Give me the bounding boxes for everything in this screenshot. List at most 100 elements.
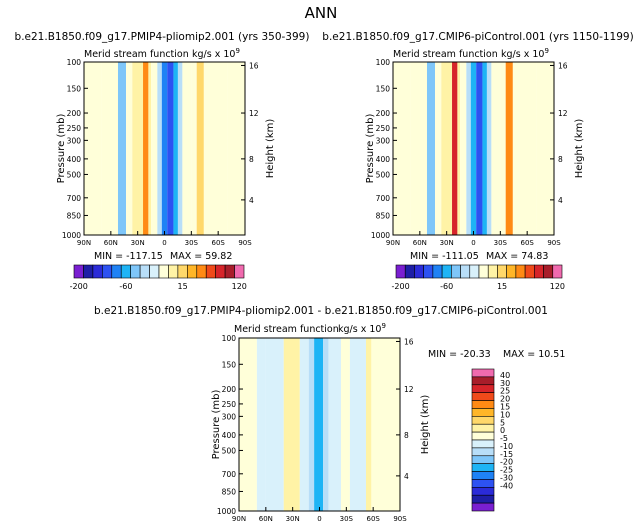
colorbar-swatch: [543, 264, 554, 279]
height-tick-label: 16: [404, 337, 414, 346]
height-axis-label: Height (km): [574, 119, 585, 179]
colorbar-label: 120: [550, 282, 565, 291]
contour-plot: [83, 61, 246, 236]
colorbar: -200 -60 15 120: [392, 264, 565, 291]
contour-band: [308, 338, 315, 511]
figure-title: ANN: [305, 4, 338, 22]
contour-band: [265, 338, 284, 511]
latitude-axis: 90N 60N 30N 0 30S 60S 90S: [77, 231, 252, 247]
contour-band: [211, 62, 228, 235]
colorbar-swatch: [471, 455, 495, 464]
contour-band: [328, 338, 341, 511]
max-label: MAX = 59.82: [170, 251, 232, 262]
colorbar-swatch: [471, 384, 495, 393]
contour-band: [148, 62, 152, 235]
pressure-tick-label: 100: [67, 58, 82, 67]
units-label: kg/s x 109: [192, 47, 240, 60]
colorbar-swatch: [73, 264, 84, 279]
pressure-tick-label: 200: [222, 385, 237, 394]
colorbar-label: 0: [500, 426, 505, 435]
units-exponent: 9: [235, 47, 239, 55]
colorbar-label: -40: [500, 481, 513, 490]
colorbar-swatch: [215, 264, 226, 279]
colorbar-label: -60: [440, 282, 453, 291]
contour-band: [452, 62, 458, 235]
pressure-tick-label: 1000: [62, 231, 81, 240]
latitude-tick-label: 90S: [238, 239, 252, 247]
colorbar-swatch: [471, 368, 495, 378]
min-label: MIN = -20.33: [428, 349, 491, 360]
height-tick-label: 4: [249, 196, 254, 205]
latitude-tick-label: 30S: [494, 239, 508, 247]
contour-band: [314, 338, 324, 511]
contour-band: [126, 62, 133, 235]
colorbar-swatch: [471, 416, 495, 425]
pressure-tick-label: 1000: [371, 231, 390, 240]
height-tick-label: 16: [558, 61, 568, 70]
height-tick-label: 8: [404, 431, 409, 440]
colorbar-swatch: [139, 264, 150, 279]
colorbar-swatch: [432, 264, 443, 279]
colorbar-swatch: [187, 264, 198, 279]
contour-band: [457, 62, 461, 235]
colorbar-swatch: [196, 264, 207, 279]
pressure-axis-label: Pressure (mb): [365, 114, 376, 184]
contour-band: [157, 62, 162, 235]
colorbar-swatch: [478, 264, 489, 279]
contour-band: [466, 62, 471, 235]
pressure-tick-label: 500: [67, 170, 82, 179]
contour-band: [84, 62, 102, 235]
height-tick-label: 4: [558, 196, 563, 205]
height-axis: 16 12 8 4 Height (km): [396, 337, 431, 481]
contour-band: [203, 62, 212, 235]
pressure-tick-label: 150: [67, 84, 82, 93]
colorbar-swatch: [460, 264, 471, 279]
colorbar-swatch: [487, 264, 498, 279]
latitude-axis: 90N 60N 30N 0 30S 60S 90S: [232, 507, 407, 523]
contour-band: [191, 62, 197, 235]
min-label: MIN = -111.05: [410, 251, 479, 262]
colorbar-swatch: [404, 264, 415, 279]
pressure-tick-label: 850: [67, 211, 82, 220]
latitude-tick-label: 60N: [259, 515, 273, 523]
contour-band: [101, 62, 118, 235]
colorbar-swatch: [471, 439, 495, 449]
units-base: kg/s x 10: [192, 49, 235, 60]
colorbar-label: 15: [497, 282, 507, 291]
latitude-tick-label: 90N: [232, 515, 246, 523]
height-axis-label: Height (km): [420, 395, 431, 455]
colorbar-swatch: [130, 264, 141, 279]
latitude-tick-label: 60S: [211, 239, 225, 247]
height-tick-label: 12: [249, 109, 259, 118]
latitude-tick-label: 60N: [413, 239, 427, 247]
pressure-tick-label: 200: [376, 109, 391, 118]
colorbar-swatch: [471, 487, 495, 496]
colorbar-swatch: [471, 408, 495, 417]
colorbar-swatch: [441, 264, 452, 279]
units-label: kg/s x 109: [501, 47, 549, 60]
contour-plot: [392, 61, 555, 236]
panel-title: b.e21.B1850.f09_g17.PMIP4-pliomip2.001 -…: [94, 305, 548, 317]
latitude-tick-label: 60N: [104, 239, 118, 247]
pressure-tick-label: 400: [376, 155, 391, 164]
panel-subtitle: Merid stream function: [393, 49, 498, 60]
colorbar-swatch: [471, 447, 495, 457]
colorbar-swatch: [423, 264, 434, 279]
pressure-tick-label: 150: [222, 360, 237, 369]
colorbar-swatch: [92, 264, 103, 279]
pressure-tick-label: 700: [67, 194, 82, 203]
panel-subtitle: Merid stream function: [84, 49, 189, 60]
latitude-tick-label: 0: [471, 239, 475, 247]
contour-band: [167, 62, 174, 235]
pressure-axis: 100 150 200 250 300 400 500 700 850 1000 Pressure …: [211, 334, 243, 516]
colorbar-label: 25: [500, 387, 510, 396]
colorbar-label: -60: [119, 282, 132, 291]
colorbar-label: 5: [500, 418, 505, 427]
pressure-tick-label: 300: [376, 136, 391, 145]
latitude-tick-label: 90S: [393, 515, 407, 523]
colorbar-swatch: [158, 264, 169, 279]
pressure-tick-label: 150: [376, 84, 391, 93]
latitude-tick-label: 60S: [520, 239, 534, 247]
